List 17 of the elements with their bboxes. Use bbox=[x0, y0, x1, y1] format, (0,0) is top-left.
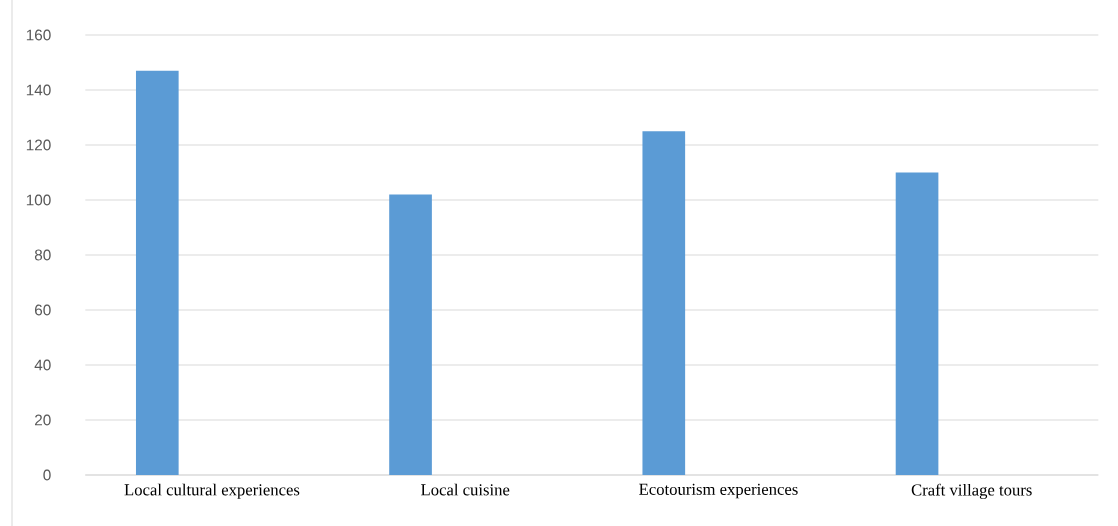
bar bbox=[895, 172, 939, 475]
bar bbox=[389, 194, 432, 475]
x-tick-label: Local cuisine bbox=[421, 483, 510, 496]
x-tick-label: Craft village tours bbox=[911, 483, 1032, 500]
bar bbox=[135, 70, 179, 475]
y-tick-label: 40 bbox=[34, 359, 51, 371]
y-tick-label: 20 bbox=[35, 414, 51, 426]
x-tick-label: Local cultural experiences bbox=[124, 483, 300, 499]
y-tick-label: 140 bbox=[26, 84, 51, 96]
bar bbox=[642, 131, 686, 475]
y-tick-label: 60 bbox=[35, 304, 51, 316]
y-tick-label: 120 bbox=[26, 139, 51, 151]
y-tick-label: 160 bbox=[26, 29, 51, 41]
y-tick-label: 100 bbox=[26, 194, 51, 206]
y-tick-label: 80 bbox=[34, 249, 51, 261]
y-tick-label: 0 bbox=[43, 469, 51, 481]
x-tick-label: Ecotourism experiences bbox=[639, 483, 798, 499]
